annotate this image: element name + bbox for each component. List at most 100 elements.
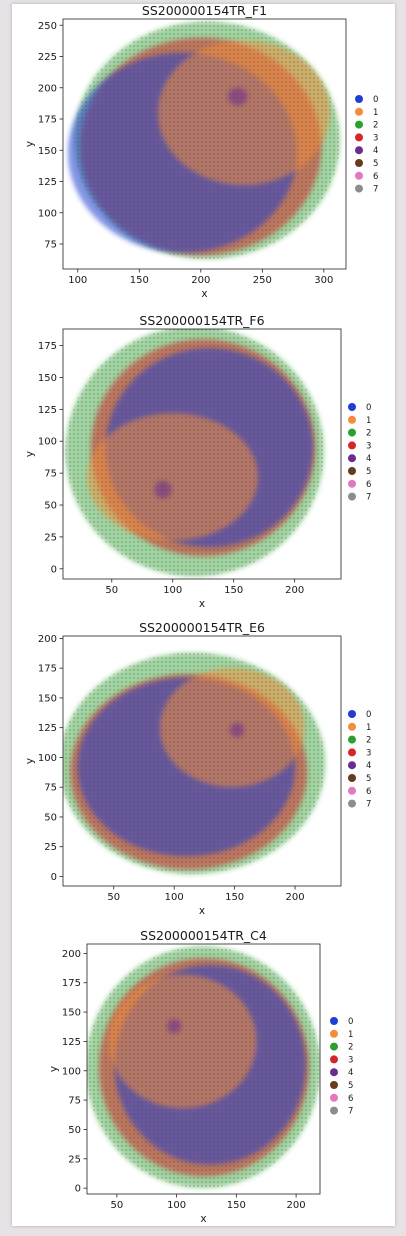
legend-marker-0 bbox=[330, 1017, 338, 1025]
legend: 0 1 2 3 4 5 6 7 bbox=[348, 403, 371, 503]
legend-marker-4 bbox=[330, 1068, 338, 1077]
legend-label-0: 0 bbox=[348, 1017, 353, 1027]
plot-area bbox=[67, 21, 340, 259]
spot-texture bbox=[65, 329, 324, 577]
legend-marker-6 bbox=[330, 1093, 338, 1102]
legend-marker-6 bbox=[355, 171, 363, 180]
y-axis-label: y bbox=[48, 1066, 60, 1072]
x-tick-label: 100 bbox=[165, 892, 184, 903]
legend-label-4: 4 bbox=[366, 761, 371, 771]
plot-area bbox=[65, 329, 324, 577]
x-tick-label: 50 bbox=[105, 585, 118, 596]
legend-marker-4 bbox=[355, 146, 363, 155]
legend-label-6: 6 bbox=[366, 787, 371, 797]
legend-label-4: 4 bbox=[373, 146, 378, 156]
legend-marker-1 bbox=[348, 722, 356, 731]
y-tick-label: 100 bbox=[38, 753, 57, 764]
x-tick-label: 200 bbox=[191, 275, 210, 286]
axes-frame bbox=[62, 635, 342, 887]
legend-marker-3 bbox=[355, 133, 363, 142]
legend-label-2: 2 bbox=[373, 121, 378, 131]
legend-marker-4 bbox=[348, 761, 356, 770]
legend-marker-2 bbox=[348, 428, 356, 437]
x-tick-label: 300 bbox=[314, 275, 333, 286]
y-tick-label: 200 bbox=[38, 83, 57, 94]
legend: 0 1 2 3 4 5 6 7 bbox=[348, 710, 371, 810]
legend-label-1: 1 bbox=[373, 108, 378, 118]
y-tick-label: 175 bbox=[62, 978, 81, 989]
legend-label-3: 3 bbox=[366, 441, 371, 451]
y-tick-label: 25 bbox=[68, 1154, 81, 1165]
x-axis-label: x bbox=[199, 598, 205, 610]
y-tick-label: 175 bbox=[38, 341, 57, 352]
plot-area bbox=[87, 946, 320, 1189]
y-tick-label: 150 bbox=[38, 373, 57, 384]
axes-frame bbox=[86, 943, 321, 1195]
y-tick-label: 75 bbox=[68, 1096, 81, 1107]
y-tick-label: 225 bbox=[38, 52, 57, 63]
y-axis-label: y bbox=[24, 141, 36, 147]
x-tick-label: 150 bbox=[130, 275, 149, 286]
legend-label-6: 6 bbox=[373, 172, 378, 182]
plot-area bbox=[63, 652, 326, 875]
legend-marker-1 bbox=[348, 415, 356, 424]
legend-marker-6 bbox=[348, 479, 356, 488]
legend-label-1: 1 bbox=[366, 723, 371, 733]
legend-marker-2 bbox=[330, 1042, 338, 1051]
y-tick-label: 175 bbox=[38, 664, 57, 675]
y-tick-label: 75 bbox=[44, 783, 57, 794]
chart-title: SS200000154TR_E6 bbox=[139, 620, 265, 635]
legend-label-1: 1 bbox=[348, 1030, 353, 1040]
y-tick-label: 150 bbox=[62, 1008, 81, 1019]
x-tick-label: 50 bbox=[107, 892, 120, 903]
legend-label-5: 5 bbox=[373, 159, 378, 169]
legend-label-4: 4 bbox=[366, 454, 371, 464]
spot-texture bbox=[87, 946, 320, 1189]
y-tick-label: 125 bbox=[38, 405, 57, 416]
legend-marker-0 bbox=[348, 710, 356, 718]
legend-marker-0 bbox=[355, 95, 363, 103]
legend-label-6: 6 bbox=[366, 480, 371, 490]
legend-label-3: 3 bbox=[366, 748, 371, 758]
x-tick-label: 150 bbox=[224, 585, 243, 596]
x-tick-label: 250 bbox=[253, 275, 272, 286]
y-tick-label: 75 bbox=[44, 240, 57, 251]
legend-marker-0 bbox=[348, 403, 356, 411]
legend-label-2: 2 bbox=[366, 736, 371, 746]
legend-label-5: 5 bbox=[366, 467, 371, 477]
chart-title: SS200000154TR_C4 bbox=[140, 928, 267, 943]
x-tick-label: 100 bbox=[167, 1200, 186, 1211]
y-tick-label: 150 bbox=[38, 146, 57, 157]
y-tick-label: 125 bbox=[62, 1037, 81, 1048]
x-tick-label: 200 bbox=[287, 1200, 306, 1211]
legend-marker-2 bbox=[355, 120, 363, 129]
legend-marker-3 bbox=[348, 748, 356, 757]
legend-marker-5 bbox=[348, 774, 356, 782]
axes-frame bbox=[62, 328, 342, 580]
legend-marker-2 bbox=[348, 735, 356, 744]
legend-marker-7 bbox=[330, 1106, 338, 1115]
x-tick-label: 200 bbox=[286, 892, 305, 903]
x-tick-label: 150 bbox=[227, 1200, 246, 1211]
spot-texture bbox=[63, 652, 326, 875]
legend-marker-7 bbox=[348, 492, 356, 501]
legend-label-0: 0 bbox=[366, 710, 371, 720]
y-tick-label: 175 bbox=[38, 115, 57, 126]
legend-label-2: 2 bbox=[348, 1043, 353, 1053]
legend-marker-5 bbox=[330, 1081, 338, 1089]
legend-marker-1 bbox=[355, 107, 363, 116]
y-tick-label: 100 bbox=[38, 208, 57, 219]
legend-label-0: 0 bbox=[366, 403, 371, 413]
y-tick-label: 100 bbox=[62, 1066, 81, 1077]
x-axis-label: x bbox=[201, 288, 207, 300]
y-tick-label: 75 bbox=[44, 469, 57, 480]
legend-marker-6 bbox=[348, 786, 356, 795]
legend-marker-3 bbox=[330, 1055, 338, 1064]
y-tick-label: 250 bbox=[38, 21, 57, 32]
legend-marker-5 bbox=[355, 159, 363, 167]
